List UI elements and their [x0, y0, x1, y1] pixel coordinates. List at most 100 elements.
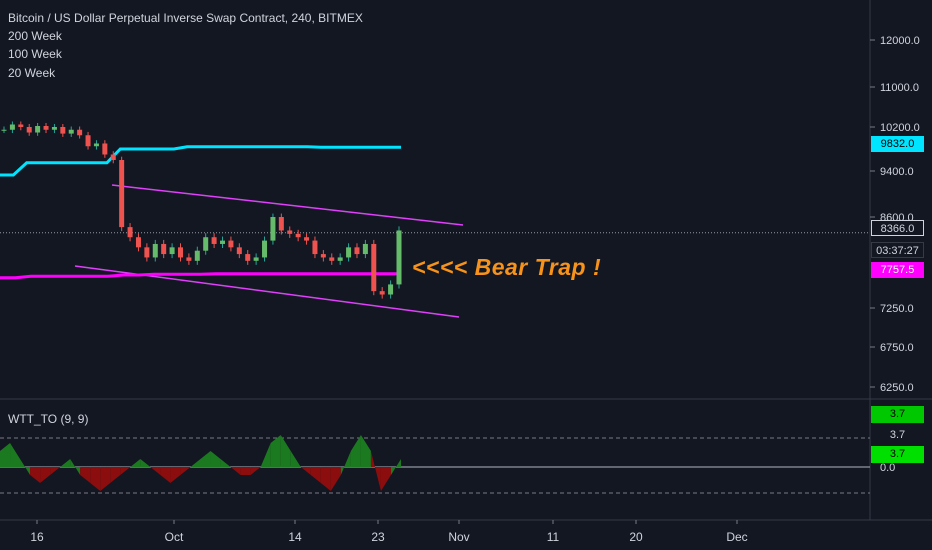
oscillator-area-segment [90, 467, 101, 491]
indicator-label-20-week: 20 Week [8, 66, 56, 80]
oscillator-area-segment [280, 435, 291, 467]
time-axis-tick-label: 23 [371, 530, 385, 544]
oscillator-label: WTT_TO (9, 9) [8, 412, 89, 426]
candle-body [262, 240, 268, 258]
ma-100-week-line [0, 272, 401, 280]
candle-body [169, 247, 175, 255]
chart-title: Bitcoin / US Dollar Perpetual Inverse Sw… [8, 11, 363, 25]
oscillator-area-segment [380, 467, 391, 491]
oscillator-area-segment [140, 459, 151, 467]
candle-body [211, 237, 217, 244]
bear-trap-annotation: <<<< Bear Trap ! [412, 254, 602, 280]
oscillator-area-segment [360, 435, 371, 467]
oscillator-area-segment [230, 467, 241, 475]
oscillator-area-segment [80, 467, 91, 483]
candle-body [135, 237, 141, 248]
oscillator-area-segment [320, 467, 331, 491]
oscillator-area-segment [30, 467, 41, 483]
candle-body [9, 124, 15, 130]
oscillator-area-segment [190, 459, 201, 467]
candle-body [278, 217, 284, 231]
candle-body [295, 233, 301, 238]
last-price-tag: 8366.0 [871, 220, 924, 236]
candle-body [388, 284, 394, 295]
price-axis-tick-label: 6750.0 [880, 342, 914, 354]
ma-200-week-line [0, 145, 402, 177]
candle-body [228, 240, 234, 248]
oscillator-area-segment [180, 467, 191, 475]
oscillator-area-segment [200, 451, 211, 467]
price-axis-tick-label: 11000.0 [880, 82, 919, 94]
candle-body [110, 154, 116, 160]
candle-body [337, 257, 343, 261]
candle-body [152, 243, 158, 258]
candle-body [371, 243, 377, 292]
candle-body [253, 257, 259, 261]
oscillator-area-segment [370, 451, 381, 491]
candle-body [194, 250, 200, 261]
time-axis-tick-label: 20 [629, 530, 643, 544]
candle-body [236, 247, 242, 255]
price-axis-tick-label: 6250.0 [880, 382, 914, 394]
candle-body [346, 247, 352, 258]
oscillator-area-segment [340, 451, 351, 475]
candle-body [177, 247, 183, 258]
candle-body [203, 237, 209, 251]
oscillator-tag-top: 3.7 [871, 406, 924, 423]
bar-countdown-tag: 03:37:27 [871, 242, 924, 258]
oscillator-area-segment [300, 467, 311, 475]
oscillator-area-segment [110, 467, 121, 483]
oscillator-tag-mid: 3.7 [871, 427, 924, 444]
candle-body [287, 230, 293, 234]
candle-body [396, 230, 402, 285]
channel-upper-line [111, 184, 464, 226]
candle-body [144, 247, 150, 258]
oscillator-area-segment [40, 467, 51, 483]
candle-body [186, 257, 192, 261]
time-axis-tick-label: Oct [165, 530, 184, 544]
candle-body [127, 227, 133, 238]
oscillator-area-segment [310, 467, 321, 483]
time-axis-tick-label: Nov [448, 530, 469, 544]
oscillator-axis-tick-label: 0.0 [880, 462, 895, 474]
indicator-label-200-week: 200 Week [8, 29, 62, 43]
candle-body [161, 243, 167, 255]
oscillator-area-segment [10, 443, 21, 467]
oscillator-area-segment [270, 435, 281, 467]
oscillator-area-segment [130, 459, 141, 467]
oscillator-area-segment [0, 443, 11, 467]
time-axis-tick-label: 11 [547, 530, 560, 544]
indicator-label-100-week: 100 Week [8, 47, 62, 61]
oscillator-area-segment [50, 467, 61, 475]
oscillator-area-segment [240, 467, 251, 475]
oscillator-tag-low: 3.7 [871, 446, 924, 463]
oscillator-area-segment [260, 443, 271, 467]
ma100-price-tag: 7757.5 [871, 262, 924, 278]
candle-body [60, 127, 66, 134]
candle-body [51, 127, 57, 130]
candle-body [312, 240, 318, 255]
candle-body [245, 254, 251, 261]
candle-body [320, 254, 326, 258]
oscillator-area-segment [350, 435, 361, 467]
oscillator-area-segment [70, 459, 81, 475]
oscillator-area-segment [120, 467, 131, 475]
oscillator-area-segment [330, 467, 341, 491]
price-axis-tick-label: 7250.0 [880, 303, 914, 315]
candle-body [26, 127, 32, 133]
candle-body [354, 247, 360, 255]
ma200-price-tag: 9832.0 [871, 136, 924, 152]
price-axis-tick-label: 10200.0 [880, 122, 920, 134]
time-axis-tick-label: Dec [726, 530, 747, 544]
oscillator-area-segment [220, 459, 231, 467]
oscillator-area-segment [150, 467, 161, 475]
candle-body [220, 240, 226, 244]
oscillator-area-segment [250, 467, 261, 475]
candle-body [93, 143, 99, 147]
oscillator-area-segment [170, 467, 181, 483]
oscillator-area-segment [160, 467, 171, 483]
candle-body [102, 143, 108, 155]
candle-body [362, 243, 368, 255]
candle-body [43, 126, 49, 130]
